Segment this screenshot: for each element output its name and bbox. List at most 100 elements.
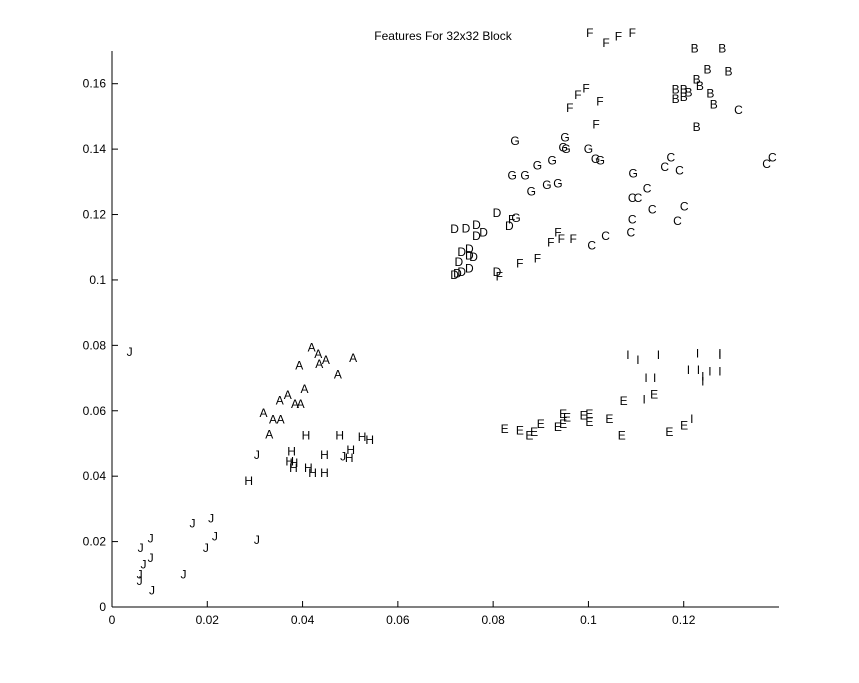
y-tick-label: 0.04 — [83, 469, 107, 483]
point-H: H — [302, 428, 311, 442]
point-G: G — [508, 168, 517, 182]
point-G: G — [510, 134, 519, 148]
point-J: J — [140, 557, 146, 571]
point-J: J — [180, 567, 186, 581]
x-tick-label: 0.12 — [672, 613, 696, 627]
point-B: B — [680, 90, 688, 104]
point-I: I — [708, 365, 711, 379]
y-tick-label: 0.06 — [83, 404, 107, 418]
point-E: E — [563, 410, 571, 424]
point-J: J — [137, 567, 143, 581]
point-C: C — [634, 191, 643, 205]
point-A: A — [322, 353, 330, 367]
point-F: F — [558, 232, 565, 246]
point-C: C — [643, 181, 652, 195]
point-B: B — [672, 82, 680, 96]
x-tick-label: 0.08 — [481, 613, 505, 627]
point-F: F — [596, 95, 603, 109]
point-A: A — [308, 341, 316, 355]
point-C: C — [675, 163, 684, 177]
point-B: B — [672, 92, 680, 106]
point-H: H — [304, 461, 313, 475]
point-C: C — [660, 160, 669, 174]
point-F: F — [586, 26, 593, 40]
point-C: C — [626, 226, 635, 240]
point-D: D — [505, 219, 514, 233]
point-D: D — [450, 222, 459, 236]
point-G: G — [511, 211, 520, 225]
point-B: B — [693, 120, 701, 134]
point-I: I — [697, 363, 700, 377]
point-B: B — [684, 86, 692, 100]
point-J: J — [148, 531, 154, 545]
point-D: D — [462, 221, 471, 235]
point-A: A — [265, 427, 273, 441]
point-D: D — [465, 242, 474, 256]
point-I: I — [696, 347, 699, 361]
point-B: B — [691, 41, 699, 55]
y-tick-label: 0.08 — [83, 338, 107, 352]
point-F: F — [615, 29, 622, 43]
point-F: F — [554, 226, 561, 240]
point-C: C — [768, 150, 777, 164]
point-E: E — [665, 425, 673, 439]
point-I: I — [642, 392, 645, 406]
point-G: G — [533, 158, 542, 172]
point-B: B — [710, 97, 718, 111]
y-tick-label: 0.02 — [83, 535, 107, 549]
point-G: G — [520, 168, 529, 182]
point-C: C — [680, 199, 689, 213]
x-axis-ticks: 0 0.02 0.04 0.06 0.08 0.1 0.12 — [109, 601, 696, 627]
point-I: I — [718, 365, 721, 379]
point-E: E — [559, 417, 567, 431]
point-J: J — [148, 551, 154, 565]
point-G: G — [527, 185, 536, 199]
point-D: D — [457, 245, 466, 259]
y-tick-label: 0.1 — [89, 273, 106, 287]
point-I: I — [687, 363, 690, 377]
point-H: H — [290, 456, 299, 470]
point-B: B — [706, 87, 714, 101]
point-H: H — [285, 454, 294, 468]
point-A: A — [277, 413, 285, 427]
point-B: B — [718, 41, 726, 55]
y-tick-label: 0.14 — [83, 142, 107, 156]
point-F: F — [629, 26, 636, 40]
point-A: A — [269, 413, 277, 427]
point-I: I — [690, 412, 693, 426]
point-G: G — [629, 167, 638, 181]
y-tick-label: 0.12 — [83, 208, 107, 222]
point-A: A — [349, 351, 357, 365]
point-J: J — [208, 512, 214, 526]
point-D: D — [472, 229, 481, 243]
point-A: A — [291, 397, 299, 411]
point-I: I — [636, 353, 639, 367]
point-G: G — [553, 176, 562, 190]
point-E: E — [620, 394, 628, 408]
x-tick-label: 0.1 — [580, 613, 597, 627]
x-tick-label: 0.06 — [386, 613, 410, 627]
point-A: A — [295, 359, 303, 373]
point-H: H — [335, 428, 344, 442]
point-D: D — [479, 226, 488, 240]
point-D: D — [465, 248, 474, 262]
point-J: J — [138, 541, 144, 555]
point-E: E — [585, 415, 593, 429]
point-H: H — [244, 474, 253, 488]
point-C: C — [667, 150, 676, 164]
point-G: G — [591, 152, 600, 166]
point-F: F — [566, 101, 573, 115]
point-E: E — [554, 420, 562, 434]
point-E: E — [501, 422, 509, 436]
point-J: J — [254, 448, 260, 462]
point-E: E — [525, 428, 533, 442]
point-D: D — [450, 268, 459, 282]
point-C: C — [762, 157, 771, 171]
point-I: I — [626, 348, 629, 362]
